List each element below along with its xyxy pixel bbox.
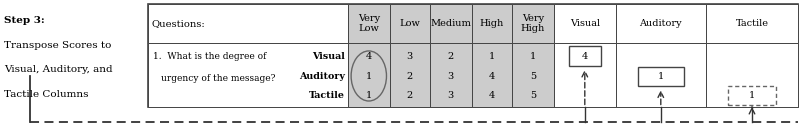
Text: urgency of the message?: urgency of the message? — [161, 74, 275, 83]
Text: 3: 3 — [406, 52, 413, 61]
Bar — [348, 43, 390, 107]
Bar — [390, 43, 430, 107]
Text: Auditory: Auditory — [299, 72, 345, 81]
Text: Very
High: Very High — [521, 14, 545, 33]
Bar — [472, 4, 512, 43]
Bar — [706, 4, 798, 43]
Bar — [512, 43, 554, 107]
Text: Low: Low — [399, 19, 420, 28]
Text: 1: 1 — [366, 91, 372, 100]
Text: 1: 1 — [749, 91, 755, 100]
Bar — [706, 43, 798, 107]
Bar — [430, 43, 472, 107]
Text: 1: 1 — [489, 52, 495, 61]
Text: 4: 4 — [582, 52, 588, 61]
Text: Auditory: Auditory — [639, 19, 682, 28]
Bar — [348, 4, 390, 43]
Text: 4: 4 — [489, 91, 495, 100]
Text: Tactile: Tactile — [309, 91, 345, 100]
Text: 5: 5 — [530, 91, 536, 100]
Bar — [616, 4, 706, 43]
Text: Visual: Visual — [312, 52, 345, 61]
Bar — [148, 43, 348, 107]
Text: 2: 2 — [406, 91, 413, 100]
Text: Step 3:: Step 3: — [4, 16, 45, 25]
Text: 3: 3 — [448, 72, 454, 81]
Bar — [148, 4, 348, 43]
Bar — [616, 43, 706, 107]
Bar — [728, 86, 776, 105]
Text: 1: 1 — [658, 72, 664, 81]
Text: 2: 2 — [448, 52, 454, 61]
Text: Visual, Auditory, and: Visual, Auditory, and — [4, 66, 113, 75]
Text: 1: 1 — [530, 52, 536, 61]
Bar — [512, 4, 554, 43]
Text: Questions:: Questions: — [152, 19, 206, 28]
Text: 1.  What is the degree of: 1. What is the degree of — [153, 52, 266, 61]
Text: Tactile: Tactile — [735, 19, 769, 28]
Text: Transpose Scores to: Transpose Scores to — [4, 41, 111, 50]
Bar — [554, 43, 616, 107]
Text: 1: 1 — [366, 72, 372, 81]
Text: 5: 5 — [530, 72, 536, 81]
Text: Visual: Visual — [570, 19, 600, 28]
Text: Medium: Medium — [430, 19, 471, 28]
Text: 2: 2 — [406, 72, 413, 81]
Text: 3: 3 — [448, 91, 454, 100]
Text: Tactile Columns: Tactile Columns — [4, 90, 89, 99]
Text: Very
Low: Very Low — [358, 14, 380, 33]
Text: High: High — [480, 19, 504, 28]
Bar — [148, 4, 798, 107]
Bar — [472, 43, 512, 107]
Text: 4: 4 — [366, 52, 372, 61]
Bar — [554, 4, 616, 43]
Bar — [430, 4, 472, 43]
Bar — [569, 47, 601, 66]
Bar — [638, 67, 684, 86]
Text: 4: 4 — [489, 72, 495, 81]
Bar — [390, 4, 430, 43]
